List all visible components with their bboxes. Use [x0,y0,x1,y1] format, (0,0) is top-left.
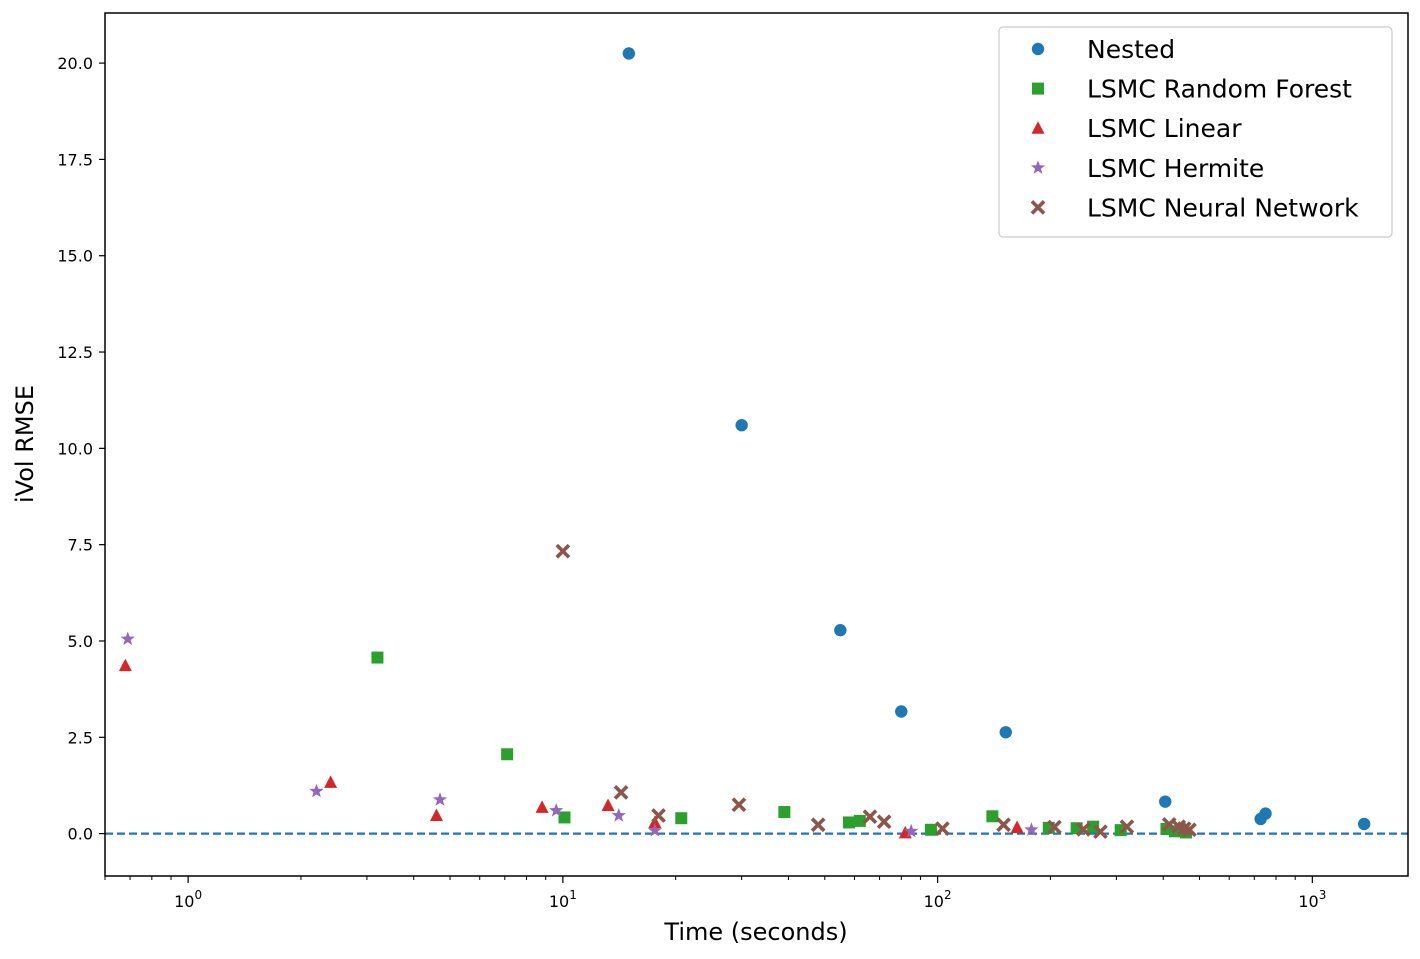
legend-label: Nested [1087,35,1175,64]
data-point-s3-p0 [120,631,135,646]
data-point-s3-p2 [432,792,448,806]
data-point-s0-p8 [1357,817,1371,831]
y-tick-label: 10.0 [57,439,93,458]
data-point-s4-p7 [935,821,950,836]
data-point-s4-p11 [1093,824,1108,840]
data-point-s1-p2 [558,811,571,824]
data-point-s2-p7 [1010,820,1024,833]
y-axis-title: iVol RMSE [11,385,39,503]
data-point-s1-p4 [778,806,791,819]
data-point-s3-p4 [611,808,626,822]
x-tick-label: 102 [924,888,952,911]
y-tick-label: 7.5 [68,536,93,555]
data-point-s1-p12 [1114,824,1127,837]
data-point-s1-p1 [501,748,514,761]
data-point-s2-p2 [429,808,443,822]
data-point-s4-p16 [1182,822,1197,838]
y-tick-label: 15.0 [57,247,93,266]
data-point-s4-p2 [651,808,666,823]
data-point-s0-p5 [1159,795,1172,808]
data-point-s1-p6 [853,814,866,827]
legend-marker-1 [1032,82,1044,95]
data-point-s3-p6 [904,823,919,838]
y-tick-label: 2.5 [68,728,93,747]
data-point-s4-p0 [555,543,571,559]
data-point-s2-p3 [535,800,549,813]
data-point-s3-p3 [549,803,564,817]
data-point-s4-p4 [810,817,826,833]
data-point-s4-p5 [862,809,878,825]
x-tick-label: 103 [1298,888,1326,911]
data-point-s2-p4 [601,798,615,811]
data-point-s0-p7 [1259,807,1272,820]
data-point-s4-p10 [1076,822,1091,837]
legend-label: LSMC Hermite [1087,154,1264,183]
data-point-s4-p12 [1119,819,1135,835]
legend-label: LSMC Linear [1087,114,1242,143]
data-point-s3-p7 [1024,822,1039,836]
data-point-s1-p3 [675,812,688,825]
data-point-s3-p5 [647,823,663,837]
data-point-s4-p1 [613,785,629,800]
x-tick-label: 100 [174,888,202,911]
data-point-s4-p3 [731,797,747,813]
legend-label: LSMC Random Forest [1087,75,1352,104]
y-tick-label: 17.5 [57,150,93,169]
legend: Nested LSMC Random Forest LSMC Linear LSMC … [998,26,1393,238]
x-tick-label: 101 [549,888,577,911]
data-point-s0-p4 [999,726,1012,739]
plot-frame [104,12,1409,877]
data-point-s1-p7 [924,823,937,836]
data-point-s2-p0 [118,658,132,672]
data-point-s4-p9 [1047,819,1062,835]
data-point-s0-p1 [735,419,748,432]
data-point-s0-p0 [622,47,636,60]
y-tick-label: 20.0 [57,54,93,73]
y-tick-label: 12.5 [57,343,93,362]
data-point-s1-p0 [371,651,384,664]
data-point-s4-p8 [996,817,1011,833]
data-point-s1-p5 [842,816,855,829]
data-point-s4-p6 [876,814,892,830]
data-point-s0-p2 [834,623,847,637]
y-tick-label: 0.0 [68,825,93,844]
legend-marker-2 [1031,121,1045,134]
data-point-s0-p3 [895,705,908,718]
y-tick-label: 5.0 [68,632,93,651]
legend-marker-0 [1031,42,1045,56]
data-point-s1-p8 [986,810,999,823]
legend-box [998,26,1393,238]
data-point-s2-p1 [324,775,338,788]
legend-label: LSMC Neural Network [1087,193,1359,222]
legend-marker-3 [1030,160,1046,174]
legend-marker-4 [1030,200,1046,215]
data-point-s3-p1 [309,783,324,798]
x-axis-title: Time (seconds) [663,918,847,946]
